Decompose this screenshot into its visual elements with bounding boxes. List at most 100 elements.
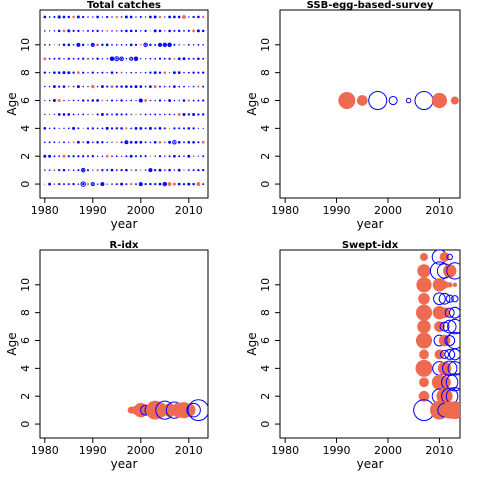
residual-dot bbox=[144, 85, 147, 88]
y-tick-label: 10 bbox=[259, 38, 272, 52]
residual-dot bbox=[172, 182, 176, 186]
residual-dot bbox=[101, 141, 104, 144]
residual-dot bbox=[111, 30, 113, 32]
residual-dot bbox=[77, 43, 80, 46]
y-tick-label: 2 bbox=[259, 393, 272, 400]
residual-dot bbox=[134, 85, 138, 89]
residual-dot bbox=[196, 29, 200, 33]
residual-dot bbox=[125, 85, 128, 88]
residual-dot bbox=[53, 57, 56, 60]
negative-bubble bbox=[434, 349, 445, 360]
residual-dot bbox=[48, 72, 51, 74]
residual-dot bbox=[62, 29, 66, 33]
residual-dot bbox=[115, 57, 118, 60]
residual-dot bbox=[111, 113, 113, 116]
residual-dot bbox=[158, 155, 162, 158]
residual-dot bbox=[173, 113, 176, 116]
residual-dot bbox=[120, 155, 123, 157]
residual-dot bbox=[192, 85, 195, 88]
residual-dot bbox=[163, 71, 167, 75]
residual-dot bbox=[149, 30, 152, 32]
residual-dot bbox=[58, 155, 61, 158]
residual-dot bbox=[164, 99, 166, 102]
residual-dot bbox=[52, 99, 56, 102]
positive-bubble bbox=[447, 361, 460, 376]
residual-dot bbox=[163, 127, 166, 130]
panel-title: SSB-egg-based-survey bbox=[307, 0, 434, 11]
y-tick-label: 10 bbox=[19, 38, 32, 52]
residual-dot bbox=[168, 57, 171, 60]
residual-dot bbox=[168, 155, 171, 158]
residual-dot bbox=[177, 29, 181, 33]
residual-dot bbox=[72, 15, 75, 19]
negative-bubble bbox=[439, 252, 450, 262]
residual-dot bbox=[135, 16, 137, 18]
residual-dot bbox=[144, 43, 147, 46]
residual-dot bbox=[44, 99, 46, 102]
residual-dot bbox=[48, 154, 52, 158]
positive-bubble bbox=[446, 262, 460, 280]
residual-dot bbox=[92, 183, 94, 185]
y-tick-label: 0 bbox=[259, 421, 272, 428]
residual-dot bbox=[116, 141, 118, 144]
residual-dot bbox=[202, 44, 204, 46]
y-tick-label: 0 bbox=[259, 181, 272, 188]
residual-dot bbox=[139, 43, 142, 46]
positive-bubble bbox=[109, 56, 115, 61]
residual-dot bbox=[159, 113, 161, 116]
residual-dot bbox=[48, 141, 51, 144]
residual-dot bbox=[86, 169, 90, 172]
y-tick-label: 8 bbox=[259, 309, 272, 316]
residual-dot bbox=[130, 169, 132, 171]
residual-dot bbox=[58, 182, 61, 186]
residual-dot bbox=[77, 155, 80, 158]
negative-bubble bbox=[447, 282, 453, 288]
residual-dot bbox=[120, 99, 123, 102]
residual-dot bbox=[201, 140, 205, 144]
residual-dot bbox=[192, 169, 195, 172]
residual-dot bbox=[153, 71, 157, 75]
residual-dot bbox=[164, 30, 166, 32]
residual-dot bbox=[173, 141, 176, 143]
residual-dot bbox=[106, 99, 108, 102]
negative-bubble bbox=[196, 182, 201, 186]
residual-dot bbox=[135, 113, 137, 116]
residual-dot bbox=[197, 85, 200, 88]
residual-dot bbox=[120, 169, 123, 172]
residual-dot bbox=[158, 29, 162, 33]
residual-dot bbox=[129, 85, 133, 88]
residual-dot bbox=[168, 85, 171, 88]
residual-dot bbox=[58, 85, 61, 88]
residual-dot bbox=[192, 140, 195, 144]
x-tick-label: 1980 bbox=[31, 204, 59, 217]
residual-dot bbox=[140, 58, 142, 60]
positive-bubble bbox=[90, 42, 95, 47]
residual-dot bbox=[57, 99, 61, 102]
negative-bubble bbox=[445, 401, 460, 420]
y-tick-label: 8 bbox=[19, 309, 32, 316]
residual-dot bbox=[177, 112, 181, 116]
residual-dot bbox=[58, 127, 60, 130]
residual-dot bbox=[197, 15, 200, 19]
negative-bubble bbox=[434, 321, 445, 332]
residual-dot bbox=[197, 57, 200, 61]
negative-bubble bbox=[438, 376, 451, 389]
residual-dot bbox=[76, 85, 80, 89]
residual-dot bbox=[62, 168, 66, 172]
positive-bubble bbox=[100, 182, 105, 187]
residual-dot bbox=[197, 99, 200, 102]
residual-dot bbox=[130, 99, 133, 102]
residual-dot bbox=[43, 154, 47, 158]
residual-dot bbox=[154, 43, 157, 46]
residual-dot bbox=[44, 169, 46, 171]
residual-dot bbox=[77, 127, 80, 130]
residual-dot bbox=[92, 113, 94, 116]
residual-dot bbox=[144, 127, 147, 130]
residual-dot bbox=[115, 15, 118, 19]
residual-dot bbox=[125, 29, 128, 33]
residual-dot bbox=[139, 15, 142, 18]
residual-dot bbox=[177, 71, 181, 75]
residual-dot bbox=[91, 155, 94, 158]
residual-dot bbox=[154, 57, 157, 60]
